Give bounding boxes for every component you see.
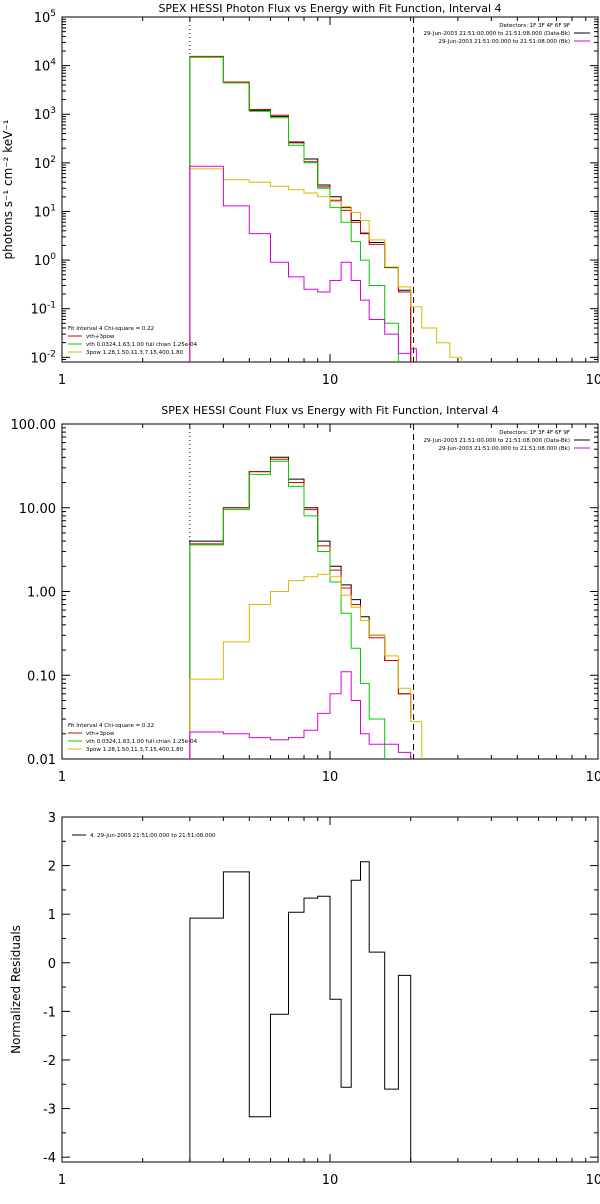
series-line-3 (190, 461, 399, 763)
y-tick-label: 10.00 (19, 502, 56, 517)
y-tick-label: 101 (34, 203, 56, 220)
y-tick-label: 100.00 (11, 418, 57, 433)
legend-entry: vth 0.0324,1.63,1.00 full chian 1.25e-04 (86, 342, 198, 348)
chart-title: SPEX HESSI Count Flux vs Energy with Fit… (161, 404, 498, 417)
y-tick-base: 10 (30, 303, 47, 318)
legend-entry: Detectors: 1F 3F 4F 6F 9F (499, 23, 570, 29)
legend-entry: 29-Jun-2003 21:51:00.000 to 21:51:08.000… (424, 438, 570, 444)
legend-entry: Fit Interval 4 Chi-square = 0.22 (68, 326, 154, 332)
y-tick-label: -2 (43, 1054, 56, 1069)
legend-entry: 29-Jun-2003 21:51:00.000 to 21:51:08.000… (438, 446, 570, 452)
y-tick-label: -4 (43, 1151, 56, 1166)
series-line-1 (190, 57, 411, 364)
y-tick-exponent: -2 (47, 349, 56, 359)
y-tick-label: -3 (43, 1103, 56, 1118)
series-line-5 (190, 672, 411, 761)
chart-title: SPEX HESSI Photon Flux vs Energy with Fi… (158, 2, 501, 15)
y-tick-base: 10 (34, 157, 51, 172)
y-tick-label: 104 (34, 58, 57, 75)
series-line-1 (190, 457, 411, 761)
y-tick-label: 10-1 (30, 301, 56, 318)
y-tick-label: 10-2 (30, 349, 56, 366)
y-tick-exponent: 2 (50, 155, 56, 165)
y-tick-label: -1 (43, 1005, 56, 1020)
series-line-3 (190, 57, 399, 364)
y-tick-label: 0.10 (27, 669, 56, 684)
y-tick-label: 2 (48, 860, 56, 875)
legend-entry: vth+3pow (86, 334, 115, 340)
y-tick-exponent: 5 (50, 9, 56, 19)
y-tick-label: 3 (48, 811, 56, 826)
x-tick-label: 100 (586, 373, 600, 388)
y-axis-label: photons s⁻¹ cm⁻² keV⁻¹ (1, 119, 15, 259)
legend-entry: 29-Jun-2003 21:51:00.000 to 21:51:08.000… (424, 31, 570, 37)
chart-panel-3: Normalized Residuals 1 10 100 -4 -3 -2 -1 0 1 2 3 4.… (9, 811, 600, 1188)
y-tick-label: 103 (34, 106, 56, 123)
legend-entry: 3pow 1.28,1.50,11.3,7.15,400,1.80 (86, 350, 184, 356)
legend-entry: vth 0.0324,1.63,1.00 full chian 1.25e-04 (86, 739, 198, 745)
y-tick-label: 105 (34, 9, 56, 26)
legend-entry: 3pow 1.28,1.50,11.3,7.15,400,1.80 (86, 747, 184, 753)
series-line-1 (190, 862, 411, 1164)
y-tick-base: 10 (30, 351, 47, 366)
x-tick-label: 100 (586, 1173, 600, 1188)
series-line-4 (190, 574, 422, 761)
y-tick-exponent: 0 (50, 252, 56, 262)
x-tick-label: 1 (58, 770, 66, 785)
chart-panel-2: SPEX HESSI Count Flux vs Energy with Fit… (11, 404, 600, 785)
y-tick-exponent: 3 (50, 106, 56, 116)
y-tick-base: 10 (34, 60, 51, 75)
y-tick-label: 100 (34, 252, 57, 269)
legend-entry: 29-Jun-2003 21:51:00.000 to 21:51:08.000… (438, 39, 570, 45)
series-line-4 (190, 169, 462, 364)
x-tick-label: 10 (322, 373, 339, 388)
y-tick-label: 0 (48, 957, 56, 972)
y-tick-base: 10 (34, 11, 51, 26)
chart-panel-1: SPEX HESSI Photon Flux vs Energy with Fi… (1, 2, 600, 388)
y-tick-base: 10 (34, 205, 51, 220)
y-tick-exponent: -1 (47, 301, 56, 311)
y-axis-label: Normalized Residuals (9, 925, 23, 1054)
series-line-2 (190, 459, 411, 761)
y-tick-label: 1 (48, 908, 56, 923)
x-tick-label: 10 (322, 1173, 339, 1188)
x-tick-label: 1 (58, 373, 66, 388)
y-tick-base: 10 (34, 254, 51, 269)
x-tick-label: 1 (58, 1173, 66, 1188)
y-tick-label: 0.01 (27, 753, 56, 768)
legend-entry: Fit Interval 4 Chi-square = 0.22 (68, 723, 154, 729)
legend-entry: 4. 29-Jun-2003 21:51:00.000 to 21:51:08.… (90, 833, 216, 839)
legend-entry: vth+3pow (86, 731, 115, 737)
y-tick-exponent: 4 (50, 58, 56, 68)
series-line-2 (190, 56, 411, 364)
y-tick-label: 102 (34, 155, 56, 172)
y-tick-base: 10 (34, 108, 51, 123)
y-tick-label: 1.00 (27, 586, 56, 601)
x-tick-label: 10 (322, 770, 339, 785)
y-tick-exponent: 1 (50, 203, 56, 213)
x-tick-label: 100 (586, 770, 600, 785)
series-line-5 (190, 166, 417, 364)
legend-entry: Detectors: 1F 3F 4F 6F 9F (499, 430, 570, 436)
